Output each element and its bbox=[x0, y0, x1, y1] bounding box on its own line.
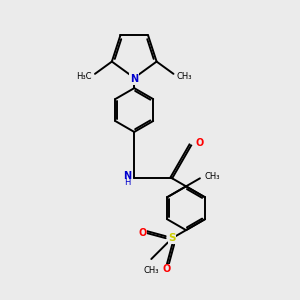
Text: O: O bbox=[163, 264, 171, 274]
Text: S: S bbox=[168, 233, 176, 243]
Text: O: O bbox=[196, 138, 204, 148]
Text: H: H bbox=[124, 178, 131, 187]
Text: CH₃: CH₃ bbox=[177, 71, 192, 80]
Text: CH₃: CH₃ bbox=[204, 172, 220, 181]
Text: H₃C: H₃C bbox=[76, 71, 92, 80]
Text: N: N bbox=[123, 171, 131, 181]
Text: N: N bbox=[130, 74, 138, 84]
Text: CH₃: CH₃ bbox=[144, 266, 159, 274]
Text: O: O bbox=[138, 228, 146, 238]
